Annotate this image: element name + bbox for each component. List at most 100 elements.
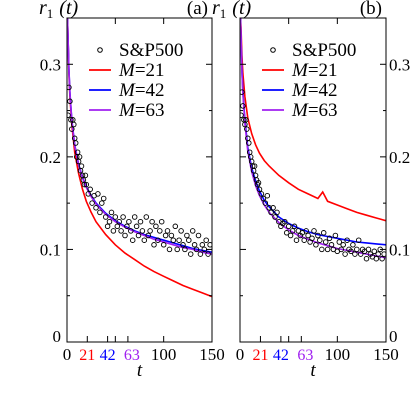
x-tick-label: 150 xyxy=(199,345,225,364)
x-axis-label: t xyxy=(137,360,143,381)
data-point xyxy=(176,237,182,243)
data-point xyxy=(128,228,134,234)
x-marker-tick-label: 63 xyxy=(124,347,140,364)
data-point xyxy=(291,223,298,230)
data-point xyxy=(108,209,115,216)
data-point xyxy=(71,121,77,128)
data-point xyxy=(97,209,103,216)
data-point xyxy=(118,228,124,234)
data-point xyxy=(135,232,142,239)
data-point xyxy=(348,248,354,255)
data-point xyxy=(338,246,344,253)
data-point xyxy=(67,84,72,91)
data-point xyxy=(272,214,278,220)
data-point xyxy=(340,242,346,248)
data-point xyxy=(352,251,358,257)
y-tick-label: 0.2 xyxy=(40,148,61,167)
data-point xyxy=(199,242,206,248)
y-tick-label: 0.2 xyxy=(389,148,410,167)
data-point xyxy=(285,223,292,230)
data-point xyxy=(283,230,290,236)
data-point xyxy=(324,246,331,253)
data-point xyxy=(313,242,319,248)
x-tick-label: 100 xyxy=(151,345,177,364)
series-line-m-21 xyxy=(240,18,386,222)
data-point xyxy=(151,242,157,248)
data-point xyxy=(139,228,146,234)
data-point xyxy=(110,228,117,234)
plot-area xyxy=(240,18,386,262)
data-point xyxy=(319,246,325,253)
plot-frame xyxy=(239,17,387,343)
data-point xyxy=(104,223,111,230)
legend-label: M=63 xyxy=(118,100,165,121)
data-point xyxy=(78,163,85,169)
plot-frame xyxy=(66,17,213,343)
data-point xyxy=(187,251,194,257)
x-tick-label: 150 xyxy=(373,345,399,364)
panel-label: (b) xyxy=(360,0,382,19)
data-point xyxy=(315,232,321,239)
data-point xyxy=(174,246,180,253)
data-point xyxy=(178,228,184,234)
data-point xyxy=(301,237,307,243)
data-point xyxy=(100,195,107,202)
legend-label: M=21 xyxy=(291,60,338,81)
legend-label: M=42 xyxy=(291,80,338,101)
legend-label: M=42 xyxy=(118,80,165,101)
data-point xyxy=(355,237,362,243)
data-point xyxy=(170,237,177,243)
data-point xyxy=(287,232,294,239)
legend-label: S&P500 xyxy=(292,40,356,61)
x-axis-label: t xyxy=(310,360,316,381)
x-tick-label: 0 xyxy=(236,345,245,364)
data-point xyxy=(256,186,263,193)
data-point xyxy=(131,214,138,220)
y-axis-label: r1 (t) xyxy=(212,0,252,21)
data-point xyxy=(180,242,186,248)
x-tick-label: 0 xyxy=(63,345,72,364)
data-point xyxy=(293,237,300,243)
data-point xyxy=(246,140,252,146)
data-point xyxy=(282,218,288,225)
data-point xyxy=(322,239,329,245)
y-tick-label: 0 xyxy=(389,327,398,346)
x-marker-tick-label: 21 xyxy=(79,347,95,364)
data-point xyxy=(102,214,109,220)
data-point xyxy=(255,180,262,186)
data-point xyxy=(193,246,200,253)
data-point xyxy=(168,232,175,239)
data-point xyxy=(67,112,71,118)
legend-label: M=63 xyxy=(291,100,338,121)
data-point xyxy=(74,149,81,155)
data-point xyxy=(184,232,190,239)
data-point xyxy=(264,192,271,199)
data-point xyxy=(186,237,192,243)
data-point xyxy=(379,255,385,262)
data-point xyxy=(344,237,350,243)
data-point xyxy=(72,140,79,146)
y-tick-label: 0 xyxy=(53,327,62,346)
data-point xyxy=(371,248,378,255)
data-point xyxy=(149,218,155,225)
data-point xyxy=(164,228,171,234)
data-point xyxy=(240,103,246,109)
data-point xyxy=(311,228,317,234)
data-point xyxy=(262,200,269,206)
data-point xyxy=(305,232,311,239)
y-tick-label: 0.1 xyxy=(389,240,410,259)
data-point xyxy=(114,223,121,230)
data-point xyxy=(303,228,309,234)
data-point xyxy=(141,237,148,243)
data-point xyxy=(76,154,83,160)
data-point xyxy=(122,232,128,239)
data-point xyxy=(155,237,161,243)
x-marker-tick-label: 63 xyxy=(297,347,313,364)
data-point xyxy=(260,195,267,202)
data-point xyxy=(258,191,265,197)
data-point xyxy=(87,186,93,193)
y-tick-label: 0.3 xyxy=(40,55,61,74)
data-point xyxy=(145,232,151,239)
